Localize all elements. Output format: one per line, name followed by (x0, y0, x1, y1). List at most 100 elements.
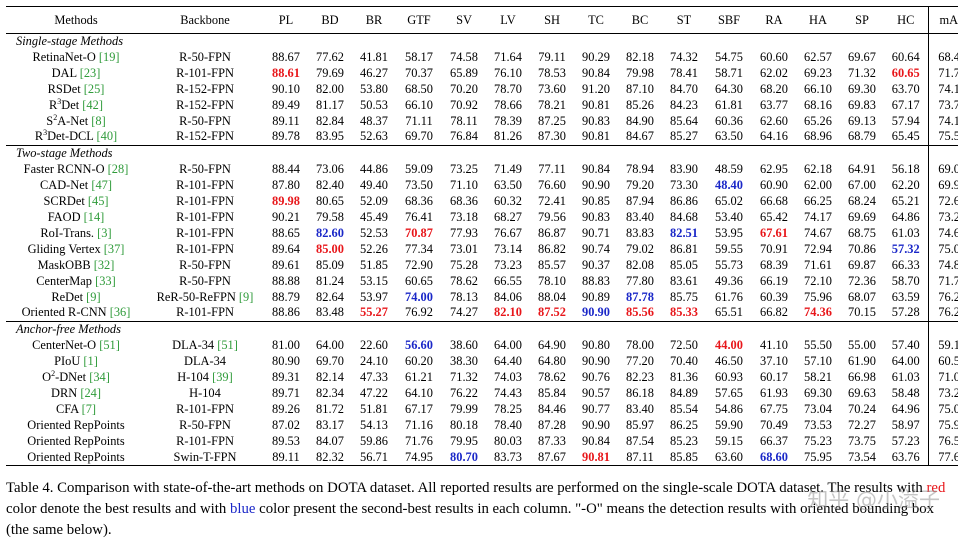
column-header-backbone: Backbone (146, 6, 264, 34)
value-cell-sp: 61.90 (848, 354, 876, 369)
value-cell-map: 69.90 (938, 178, 958, 193)
value-cell-sp: 66.98 (848, 370, 876, 385)
value-cell-st: 86.25 (670, 417, 698, 432)
value-cell-sp: 69.83 (848, 97, 876, 112)
value-cell-br: 51.81 (360, 401, 388, 416)
value-cell-ha: 66.25 (804, 194, 832, 209)
value-cell-bc: 78.94 (626, 162, 654, 177)
value-cell-pl: 88.61 (272, 65, 300, 80)
value-cell-bd: 82.60 (316, 225, 344, 240)
value-cell-st: 85.54 (670, 401, 698, 416)
value-cell-map: 74.12 (938, 113, 958, 128)
value-cell-gtf: 73.50 (405, 178, 433, 193)
value-cell-sp: 69.63 (848, 385, 876, 400)
value-cell-ra: 66.19 (760, 273, 788, 288)
method-cell: Gliding Vertex [37] (27, 241, 125, 256)
value-cell-br: 49.40 (360, 178, 388, 193)
value-cell-st: 85.85 (662, 449, 706, 467)
value-cell-tc: 90.57 (582, 385, 610, 400)
value-cell-bd: 82.64 (316, 289, 344, 304)
value-cell-br: 59.86 (360, 433, 388, 448)
table-row: PIoU [1] DLA-34 80.90 69.70 24.10 60.20 38.30 6… (6, 354, 958, 371)
method-cell: CAD-Net [47] (40, 178, 112, 193)
section-header: Anchor-free Methods (6, 321, 958, 339)
value-cell-tc: 90.83 (582, 209, 610, 224)
value-cell-gtf: 68.36 (405, 194, 433, 209)
value-cell-sh: 86.87 (538, 225, 566, 240)
value-cell-ha: 69.30 (804, 385, 832, 400)
column-header-map: mAP (928, 6, 958, 34)
value-cell-br: 22.60 (360, 338, 388, 353)
value-cell-st: 82.51 (670, 225, 698, 240)
value-cell-sh: 85.84 (538, 385, 566, 400)
value-cell-sh: 79.11 (538, 49, 566, 64)
value-cell-lv: 78.40 (494, 417, 522, 432)
value-cell-lv: 78.70 (494, 81, 522, 96)
value-cell-ha: 74.17 (804, 209, 832, 224)
value-cell-ra: 68.39 (760, 257, 788, 272)
value-cell-map: 76.25 (938, 289, 958, 304)
method-cell: FAOD [14] (47, 209, 105, 224)
value-cell-bd: 80.65 (316, 194, 344, 209)
section-title: Two-stage Methods (6, 145, 884, 163)
value-cell-map: 71.74 (938, 273, 958, 288)
value-cell-sbf: 60.93 (715, 370, 743, 385)
value-cell-sbf: 54.75 (715, 49, 743, 64)
backbone-cell: R-101-FPN (176, 401, 234, 416)
value-cell-sp: 70.86 (848, 241, 876, 256)
method-cell: MaskOBB [32] (37, 257, 115, 272)
value-cell-st: 72.50 (670, 338, 698, 353)
value-cell-tc: 90.37 (582, 257, 610, 272)
value-cell-hc: 66.33 (884, 257, 929, 274)
value-cell-sh: 88.04 (538, 289, 566, 304)
value-cell-sv: 74.27 (450, 305, 478, 320)
value-cell-tc: 90.89 (582, 289, 610, 304)
table-row: DRN [24] H-104 89.71 82.34 47.22 64.10 76.22 74… (6, 385, 958, 402)
value-cell-hc: 57.32 (884, 241, 929, 258)
value-cell-pl: 89.61 (272, 257, 300, 272)
value-cell-ra: 62.95 (760, 162, 788, 177)
value-cell-gtf: 70.37 (405, 65, 433, 80)
value-cell-br: 50.53 (360, 97, 388, 112)
column-header-hc: HC (884, 6, 929, 34)
value-cell-ra: 68.20 (760, 81, 788, 96)
value-cell-pl: 89.78 (272, 129, 300, 144)
value-cell-sv: 74.58 (450, 49, 478, 64)
value-cell-gtf: 77.34 (405, 241, 433, 256)
value-cell-ra: 60.39 (760, 289, 788, 304)
value-cell-lv: 66.55 (494, 273, 522, 288)
value-cell-tc: 90.84 (582, 65, 610, 80)
value-cell-ra: 66.82 (760, 305, 788, 320)
value-cell-sv: 79.99 (450, 401, 478, 416)
value-cell-tc: 88.83 (582, 273, 610, 288)
backbone-cell: R-50-FPN (179, 257, 231, 272)
section-map-cell (928, 145, 958, 163)
method-cell: O2-DNet [34] (42, 370, 110, 385)
value-cell-sv: 80.18 (450, 417, 478, 432)
value-cell-pl: 89.64 (272, 241, 300, 256)
value-cell-gtf: 60.20 (405, 354, 433, 369)
value-cell-bc: 78.00 (626, 338, 654, 353)
value-cell-ha: 62.00 (804, 178, 832, 193)
value-cell-map: 68.43 (938, 49, 958, 64)
value-cell-sbf: 59.55 (715, 241, 743, 256)
value-cell-tc: 90.83 (582, 113, 610, 128)
value-cell-lv: 64.00 (494, 338, 522, 353)
value-cell-sv: 77.93 (450, 225, 478, 240)
value-cell-sh: 84.46 (538, 401, 566, 416)
value-cell-sv: 71.32 (450, 370, 478, 385)
value-cell-bd: 69.70 (316, 354, 344, 369)
value-cell-pl: 88.79 (272, 289, 300, 304)
value-cell-hc: 60.65 (884, 65, 929, 82)
table-row: CAD-Net [47] R-101-FPN 87.80 82.40 49.40 73.5… (6, 178, 958, 195)
value-cell-lv: 84.06 (494, 289, 522, 304)
value-cell-ha: 62.57 (804, 49, 832, 64)
value-cell-sp: 64.91 (848, 162, 876, 177)
value-cell-sbf: 63.60 (706, 449, 752, 467)
column-header-sbf: SBF (706, 6, 752, 34)
value-cell-lv: 63.50 (494, 178, 522, 193)
table-body: Single-stage Methods RetinaNet-O [19] R-50… (6, 32, 958, 467)
value-cell-sbf: 57.65 (715, 385, 743, 400)
backbone-cell: R-101-FPN (176, 178, 234, 193)
value-cell-bc: 84.67 (626, 129, 654, 144)
